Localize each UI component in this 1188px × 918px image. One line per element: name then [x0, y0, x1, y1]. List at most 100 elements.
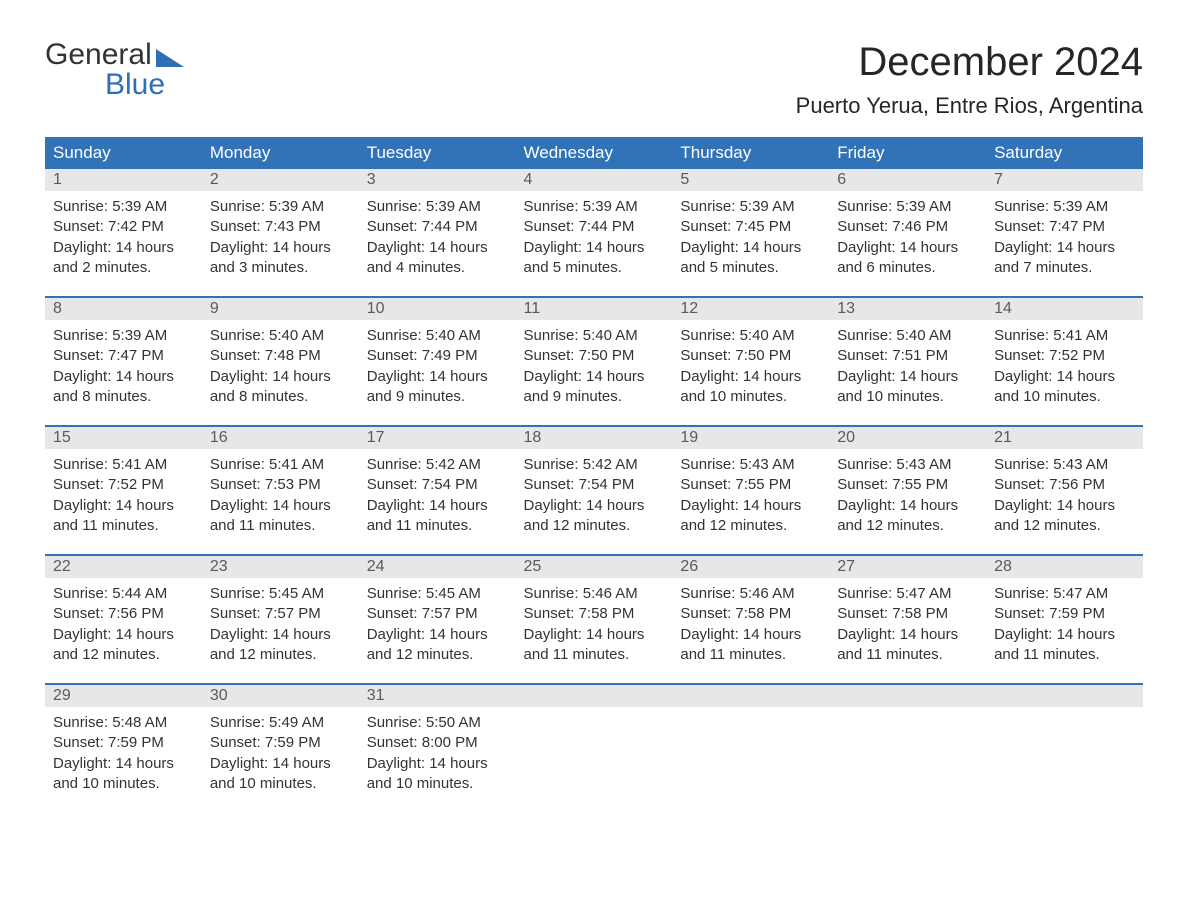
- calendar-week-row: 15Sunrise: 5:41 AMSunset: 7:52 PMDayligh…: [45, 426, 1143, 555]
- sunset-text: Sunset: 7:53 PM: [210, 475, 351, 495]
- daylight-line2: and 12 minutes.: [524, 516, 665, 536]
- calendar-day-cell: 26 Sunrise: 5:46 AMSunset: 7:58 PMDayligh…: [672, 555, 829, 684]
- empty-day: [986, 685, 1143, 707]
- daylight-line1: Daylight: 14 hours: [524, 367, 665, 387]
- daylight-line2: and 6 minutes.: [837, 258, 978, 278]
- sunset-text: Sunset: 7:45 PM: [680, 217, 821, 237]
- day-details: Sunrise: 5:43 AMSunset: 7:56 PMDaylight:…: [986, 449, 1143, 536]
- daylight-line1: Daylight: 14 hours: [680, 625, 821, 645]
- day-number: 3: [359, 169, 516, 191]
- sunrise-text: Sunrise: 5:39 AM: [53, 326, 194, 346]
- calendar-day-cell: 27Sunrise: 5:47 AMSunset: 7:58 PMDayligh…: [829, 555, 986, 684]
- daylight-line2: and 10 minutes.: [367, 774, 508, 794]
- sunrise-text: Sunrise: 5:39 AM: [524, 197, 665, 217]
- day-number: 1: [45, 169, 202, 191]
- daylight-line2: and 10 minutes.: [680, 387, 821, 407]
- sunset-text: Sunset: 7:55 PM: [837, 475, 978, 495]
- day-details: Sunrise: 5:39 AMSunset: 7:44 PMDaylight:…: [359, 191, 516, 278]
- sunset-text: Sunset: 8:00 PM: [367, 733, 508, 753]
- daylight-line1: Daylight: 14 hours: [367, 754, 508, 774]
- daylight-line1: Daylight: 14 hours: [837, 496, 978, 516]
- day-number: 11: [516, 298, 673, 320]
- day-details: Sunrise: 5:39 AMSunset: 7:47 PMDaylight:…: [45, 320, 202, 407]
- day-details: Sunrise: 5:40 AMSunset: 7:50 PMDaylight:…: [672, 320, 829, 407]
- daylight-line2: and 10 minutes.: [994, 387, 1135, 407]
- daylight-line1: Daylight: 14 hours: [524, 625, 665, 645]
- daylight-line2: and 5 minutes.: [524, 258, 665, 278]
- sunrise-text: Sunrise: 5:42 AM: [367, 455, 508, 475]
- daylight-line2: and 2 minutes.: [53, 258, 194, 278]
- day-details: Sunrise: 5:40 AMSunset: 7:48 PMDaylight:…: [202, 320, 359, 407]
- day-number: 13: [829, 298, 986, 320]
- day-number: 18: [516, 427, 673, 449]
- sunset-text: Sunset: 7:48 PM: [210, 346, 351, 366]
- calendar-day-cell: 14Sunrise: 5:41 AMSunset: 7:52 PMDayligh…: [986, 297, 1143, 426]
- sunrise-text: Sunrise: 5:41 AM: [994, 326, 1135, 346]
- sunrise-text: Sunrise: 5:40 AM: [837, 326, 978, 346]
- sunrise-text: Sunrise: 5:39 AM: [210, 197, 351, 217]
- day-number: 10: [359, 298, 516, 320]
- day-number: 24: [359, 556, 516, 578]
- daylight-line1: Daylight: 14 hours: [680, 367, 821, 387]
- sunrise-text: Sunrise: 5:46 AM: [680, 584, 821, 604]
- day-details: Sunrise: 5:39 AMSunset: 7:47 PMDaylight:…: [986, 191, 1143, 278]
- sunset-text: Sunset: 7:49 PM: [367, 346, 508, 366]
- calendar-day-cell: 7Sunrise: 5:39 AMSunset: 7:47 PMDaylight…: [986, 169, 1143, 297]
- logo: General Blue: [45, 40, 184, 100]
- sunrise-text: Sunrise: 5:43 AM: [680, 455, 821, 475]
- day-details: Sunrise: 5:42 AMSunset: 7:54 PMDaylight:…: [516, 449, 673, 536]
- day-details: Sunrise: 5:47 AMSunset: 7:59 PMDaylight:…: [986, 578, 1143, 665]
- daylight-line1: Daylight: 14 hours: [837, 238, 978, 258]
- sunrise-text: Sunrise: 5:40 AM: [524, 326, 665, 346]
- sunset-text: Sunset: 7:42 PM: [53, 217, 194, 237]
- day-number: 7: [986, 169, 1143, 191]
- sunset-text: Sunset: 7:58 PM: [837, 604, 978, 624]
- sunset-text: Sunset: 7:58 PM: [524, 604, 665, 624]
- day-number: 20: [829, 427, 986, 449]
- daylight-line2: and 10 minutes.: [210, 774, 351, 794]
- day-details: Sunrise: 5:41 AMSunset: 7:52 PMDaylight:…: [986, 320, 1143, 407]
- calendar-day-cell: 20Sunrise: 5:43 AMSunset: 7:55 PMDayligh…: [829, 426, 986, 555]
- day-number: 25: [516, 556, 673, 578]
- sunset-text: Sunset: 7:46 PM: [837, 217, 978, 237]
- calendar-day-cell: [672, 684, 829, 812]
- calendar-day-cell: 6Sunrise: 5:39 AMSunset: 7:46 PMDaylight…: [829, 169, 986, 297]
- calendar-week-row: 8Sunrise: 5:39 AMSunset: 7:47 PMDaylight…: [45, 297, 1143, 426]
- calendar-week-row: 22Sunrise: 5:44 AMSunset: 7:56 PMDayligh…: [45, 555, 1143, 684]
- sunset-text: Sunset: 7:57 PM: [367, 604, 508, 624]
- daylight-line1: Daylight: 14 hours: [210, 238, 351, 258]
- calendar-day-cell: 5Sunrise: 5:39 AMSunset: 7:45 PMDaylight…: [672, 169, 829, 297]
- calendar-day-cell: 3Sunrise: 5:39 AMSunset: 7:44 PMDaylight…: [359, 169, 516, 297]
- daylight-line1: Daylight: 14 hours: [524, 496, 665, 516]
- daylight-line1: Daylight: 14 hours: [994, 367, 1135, 387]
- calendar-day-cell: 15Sunrise: 5:41 AMSunset: 7:52 PMDayligh…: [45, 426, 202, 555]
- daylight-line2: and 12 minutes.: [837, 516, 978, 536]
- sunrise-text: Sunrise: 5:44 AM: [53, 584, 194, 604]
- day-number: 28: [986, 556, 1143, 578]
- sunrise-text: Sunrise: 5:40 AM: [210, 326, 351, 346]
- day-number: 4: [516, 169, 673, 191]
- calendar-day-cell: 25Sunrise: 5:46 AMSunset: 7:58 PMDayligh…: [516, 555, 673, 684]
- daylight-line1: Daylight: 14 hours: [680, 496, 821, 516]
- daylight-line1: Daylight: 14 hours: [367, 238, 508, 258]
- day-details: Sunrise: 5:44 AMSunset: 7:56 PMDaylight:…: [45, 578, 202, 665]
- daylight-line1: Daylight: 14 hours: [53, 238, 194, 258]
- sunset-text: Sunset: 7:54 PM: [367, 475, 508, 495]
- calendar-day-cell: 23Sunrise: 5:45 AMSunset: 7:57 PMDayligh…: [202, 555, 359, 684]
- daylight-line1: Daylight: 14 hours: [994, 496, 1135, 516]
- day-number: 19: [672, 427, 829, 449]
- daylight-line2: and 12 minutes.: [367, 645, 508, 665]
- sunset-text: Sunset: 7:58 PM: [680, 604, 821, 624]
- day-details: Sunrise: 5:39 AMSunset: 7:43 PMDaylight:…: [202, 191, 359, 278]
- daylight-line1: Daylight: 14 hours: [210, 754, 351, 774]
- day-number: 23: [202, 556, 359, 578]
- daylight-line1: Daylight: 14 hours: [53, 367, 194, 387]
- day-details: Sunrise: 5:39 AMSunset: 7:45 PMDaylight:…: [672, 191, 829, 278]
- day-number: 26: [672, 556, 829, 578]
- daylight-line1: Daylight: 14 hours: [53, 625, 194, 645]
- sunrise-text: Sunrise: 5:39 AM: [53, 197, 194, 217]
- day-number: 27: [829, 556, 986, 578]
- sunset-text: Sunset: 7:50 PM: [524, 346, 665, 366]
- sunrise-text: Sunrise: 5:45 AM: [367, 584, 508, 604]
- daylight-line2: and 12 minutes.: [210, 645, 351, 665]
